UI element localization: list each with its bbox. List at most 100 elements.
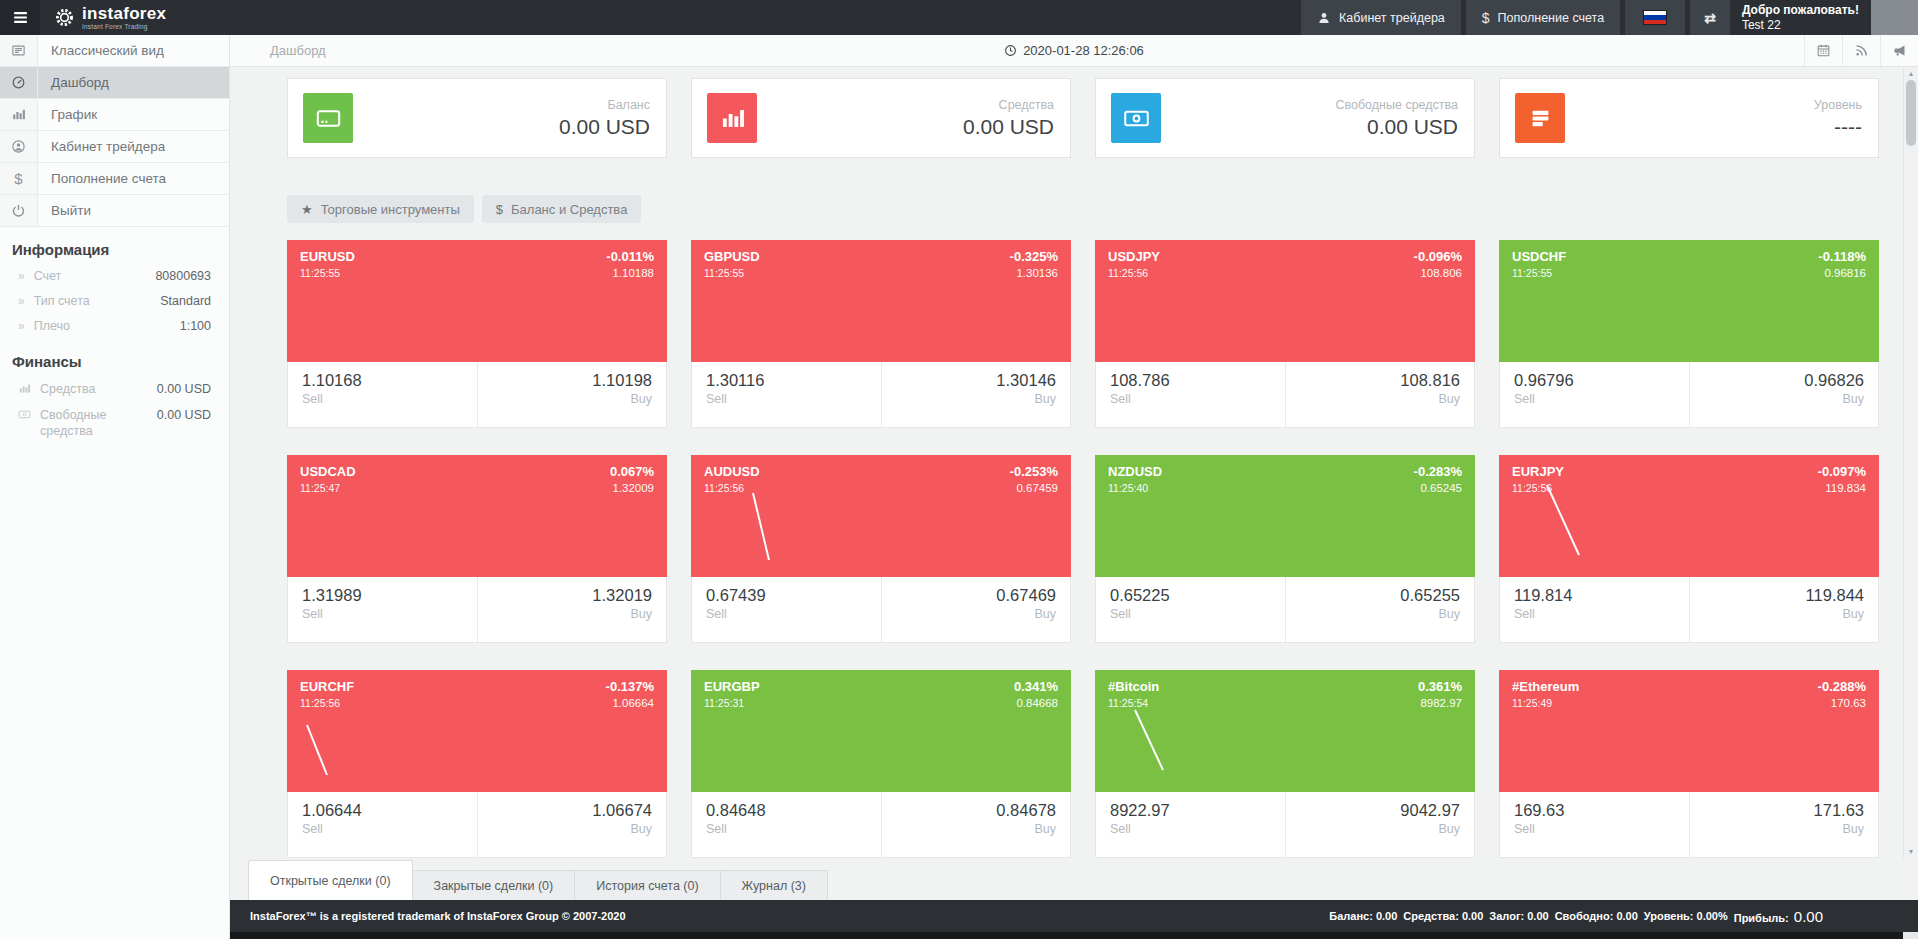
scrollbar-thumb[interactable] <box>1906 80 1916 146</box>
info-label: Тип счета <box>34 293 153 310</box>
dollar-icon: $ <box>1482 10 1490 26</box>
calendar-icon[interactable] <box>1804 35 1842 66</box>
tile-quote[interactable]: NZDUSD11:25:40-0.283%0.65245 <box>1095 455 1475 577</box>
tile-quote[interactable]: #Bitcoin11:25:540.361%8982.97 <box>1095 670 1475 792</box>
buy-button[interactable]: 1.10198Buy <box>477 362 667 427</box>
sidebar-item-chart[interactable]: График <box>0 99 229 131</box>
tile-quote[interactable]: USDJPY11:25:56-0.096%108.806 <box>1095 240 1475 362</box>
buy-price: 1.06674 <box>492 801 653 820</box>
tile-USDCHF[interactable]: USDCHF11:25:55-0.118%0.968160.96796Sell0… <box>1499 240 1879 428</box>
sell-button[interactable]: 8922.97Sell <box>1096 792 1285 857</box>
buy-button[interactable]: 171.63Buy <box>1689 792 1879 857</box>
sell-button[interactable]: 1.31989Sell <box>288 577 477 642</box>
sidebar-item-trader-cabinet[interactable]: Кабинет трейдера <box>0 131 229 163</box>
tile-AUDUSD[interactable]: AUDUSD11:25:56-0.253%0.674590.67439Sell0… <box>691 455 1071 643</box>
tab-journal[interactable]: Журнал (3) <box>720 870 828 900</box>
tile-EURCHF[interactable]: EURCHF11:25:56-0.137%1.066641.06644Sell1… <box>287 670 667 858</box>
deposit-button[interactable]: $ Пополнение счета <box>1466 0 1620 35</box>
sell-button[interactable]: 0.65225Sell <box>1096 577 1285 642</box>
scroll-down-arrow[interactable]: ▼ <box>1904 845 1918 858</box>
filter-label: Торговые инструменты <box>321 202 460 217</box>
tile-quote[interactable]: EURGBP11:25:310.341%0.84668 <box>691 670 1071 792</box>
sidebar-item-logout[interactable]: Выйти <box>0 195 229 227</box>
quote-right: -0.137%1.06664 <box>606 679 654 783</box>
sell-button[interactable]: 0.96796Sell <box>1500 362 1689 427</box>
swap-accounts-button[interactable]: ⇄ <box>1690 0 1730 35</box>
sidebar-item-dashboard[interactable]: Дашборд <box>0 67 229 99</box>
tile-quote[interactable]: USDCAD11:25:470.067%1.32009 <box>287 455 667 577</box>
stat-text: Свободные средства0.00 USD <box>1161 98 1474 139</box>
sidebar-item-label: Дашборд <box>38 67 109 98</box>
buy-button[interactable]: 0.65255Buy <box>1285 577 1475 642</box>
vertical-scrollbar[interactable]: ▲ ▼ <box>1903 67 1918 858</box>
filter-label: Баланс и Средства <box>511 202 627 217</box>
buy-label: Buy <box>1704 607 1865 621</box>
tab-closed-trades[interactable]: Закрытые сделки (0) <box>412 870 576 900</box>
sell-button[interactable]: 108.786Sell <box>1096 362 1285 427</box>
sidebar-item-deposit[interactable]: $Пополнение счета <box>0 163 229 195</box>
logo-subtitle: Instant Forex Trading <box>82 24 166 31</box>
sell-button[interactable]: 1.30116Sell <box>692 362 881 427</box>
hamburger-icon[interactable] <box>0 0 40 35</box>
symbol-name: EURUSD <box>300 249 355 264</box>
tile-NZDUSD[interactable]: NZDUSD11:25:40-0.283%0.652450.65225Sell0… <box>1095 455 1475 643</box>
buy-button[interactable]: 0.84678Buy <box>881 792 1071 857</box>
tile-quote[interactable]: GBPUSD11:25:55-0.325%1.30136 <box>691 240 1071 362</box>
tile-GBPUSD[interactable]: GBPUSD11:25:55-0.325%1.301361.30116Sell1… <box>691 240 1071 428</box>
sidebar-item-classic-view[interactable]: Классический вид <box>0 35 229 67</box>
buy-price: 9042.97 <box>1300 801 1461 820</box>
buy-button[interactable]: 119.844Buy <box>1689 577 1879 642</box>
sell-button[interactable]: 1.10168Sell <box>288 362 477 427</box>
sell-price: 0.84648 <box>706 801 867 820</box>
tile-Bitcoin[interactable]: #Bitcoin11:25:540.361%8982.978922.97Sell… <box>1095 670 1475 858</box>
language-flag-button[interactable] <box>1625 0 1685 35</box>
sell-button[interactable]: 1.06644Sell <box>288 792 477 857</box>
tile-quote[interactable]: EURCHF11:25:56-0.137%1.06664 <box>287 670 667 792</box>
sell-label: Sell <box>1514 607 1675 621</box>
tile-quote[interactable]: AUDUSD11:25:56-0.253%0.67459 <box>691 455 1071 577</box>
sell-label: Sell <box>706 822 867 836</box>
quote-price: 0.67459 <box>1016 482 1058 494</box>
change-percent: -0.097% <box>1818 464 1866 479</box>
buy-button[interactable]: 1.06674Buy <box>477 792 667 857</box>
filter-balance-equity-button[interactable]: $Баланс и Средства <box>482 195 642 223</box>
change-percent: -0.137% <box>606 679 654 694</box>
buy-label: Buy <box>1704 392 1865 406</box>
scroll-up-arrow[interactable]: ▲ <box>1904 67 1918 80</box>
sell-button[interactable]: 0.67439Sell <box>692 577 881 642</box>
buy-button[interactable]: 108.816Buy <box>1285 362 1475 427</box>
sell-button[interactable]: 0.84648 Sell <box>692 792 881 857</box>
tile-Ethereum[interactable]: #Ethereum11:25:49-0.288%170.63169.63Sell… <box>1499 670 1879 858</box>
buy-button[interactable]: 0.96826Buy <box>1689 362 1879 427</box>
tile-quote[interactable]: EURJPY11:25:56-0.097%119.834 <box>1499 455 1879 577</box>
megaphone-icon[interactable] <box>1880 35 1918 66</box>
user-circle-icon <box>0 131 38 162</box>
avatar[interactable] <box>1871 0 1918 35</box>
tab-account-history[interactable]: История счета (0) <box>574 870 720 900</box>
sell-button[interactable]: 119.814Sell <box>1500 577 1689 642</box>
bar-chart-icon <box>707 93 757 143</box>
tile-EURUSD[interactable]: EURUSD11:25:55-0.011%1.101881.10168Sell1… <box>287 240 667 428</box>
tile-quote[interactable]: USDCHF11:25:55-0.118%0.96816 <box>1499 240 1879 362</box>
stat-label: Свободные средства <box>1161 98 1458 112</box>
tile-USDJPY[interactable]: USDJPY11:25:56-0.096%108.806108.786Sell1… <box>1095 240 1475 428</box>
tile-EURGBP[interactable]: EURGBP11:25:310.341%0.846680.84648Sell0.… <box>691 670 1071 858</box>
sell-label: Sell <box>302 392 463 406</box>
rss-feed-icon[interactable] <box>1842 35 1880 66</box>
sell-button[interactable]: 169.63Sell <box>1500 792 1689 857</box>
buy-button[interactable]: 1.30146Buy <box>881 362 1071 427</box>
tile-USDCAD[interactable]: USDCAD11:25:470.067%1.320091.31989Sell1.… <box>287 455 667 643</box>
tab-open-trades[interactable]: Открытые сделки (0) <box>248 860 413 900</box>
buy-button[interactable]: 9042.97Buy <box>1285 792 1475 857</box>
tile-quote[interactable]: #Ethereum11:25:49-0.288%170.63 <box>1499 670 1879 792</box>
tile-quote[interactable]: EURUSD11:25:55-0.011%1.10188 <box>287 240 667 362</box>
welcome-block: Добро пожаловать! Test 22 <box>1730 0 1871 35</box>
bar-chart-icon <box>0 99 38 130</box>
buy-button[interactable]: 1.32019Buy <box>477 577 667 642</box>
tile-EURJPY[interactable]: EURJPY11:25:56-0.097%119.834119.814Sell1… <box>1499 455 1879 643</box>
trader-cabinet-button[interactable]: Кабинет трейдера <box>1301 0 1461 35</box>
app-logo[interactable]: instaforex Instant Forex Trading <box>40 0 180 35</box>
sell-label: Sell <box>1514 822 1675 836</box>
filter-instruments-button[interactable]: ★Торговые инструменты <box>287 195 474 223</box>
buy-button[interactable]: 0.67469Buy <box>881 577 1071 642</box>
